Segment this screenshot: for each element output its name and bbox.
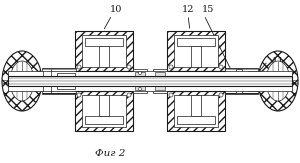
Circle shape bbox=[169, 65, 173, 69]
Bar bbox=[85, 38, 123, 46]
Bar bbox=[167, 91, 225, 131]
Bar bbox=[177, 116, 215, 124]
Bar bbox=[8, 71, 292, 76]
Ellipse shape bbox=[2, 51, 42, 111]
Bar bbox=[99, 46, 109, 67]
Bar bbox=[174, 35, 218, 67]
Bar bbox=[225, 86, 258, 94]
Bar bbox=[82, 35, 126, 67]
Text: 12: 12 bbox=[182, 5, 194, 14]
Bar bbox=[133, 69, 147, 93]
Bar bbox=[42, 68, 76, 76]
Text: 10: 10 bbox=[110, 5, 122, 14]
Bar bbox=[75, 91, 133, 131]
Bar bbox=[191, 95, 201, 116]
Bar bbox=[177, 38, 215, 46]
Text: Фиг 2: Фиг 2 bbox=[95, 149, 125, 158]
Circle shape bbox=[77, 93, 81, 97]
Circle shape bbox=[127, 65, 131, 69]
Ellipse shape bbox=[10, 61, 34, 101]
Bar bbox=[155, 72, 165, 90]
Bar bbox=[8, 86, 292, 91]
Bar bbox=[153, 69, 167, 93]
Circle shape bbox=[139, 72, 142, 74]
Text: 15: 15 bbox=[202, 5, 214, 14]
Bar bbox=[85, 116, 123, 124]
Bar bbox=[8, 76, 292, 86]
Circle shape bbox=[219, 93, 223, 97]
Bar bbox=[242, 75, 248, 87]
Bar bbox=[8, 76, 292, 86]
Ellipse shape bbox=[266, 61, 290, 101]
Bar bbox=[167, 31, 225, 71]
Bar bbox=[57, 73, 75, 89]
Bar bbox=[43, 78, 51, 84]
Bar bbox=[42, 86, 76, 94]
Text: 11: 11 bbox=[272, 57, 284, 66]
Bar bbox=[135, 72, 145, 90]
Bar bbox=[99, 95, 109, 116]
Bar bbox=[174, 95, 218, 127]
Circle shape bbox=[77, 65, 81, 69]
Circle shape bbox=[219, 65, 223, 69]
Bar bbox=[75, 31, 133, 71]
Bar bbox=[228, 73, 236, 89]
Bar bbox=[236, 69, 242, 93]
Ellipse shape bbox=[258, 51, 298, 111]
Circle shape bbox=[127, 93, 131, 97]
Bar bbox=[51, 76, 57, 86]
Bar bbox=[225, 68, 258, 76]
Circle shape bbox=[139, 88, 142, 90]
Bar bbox=[248, 71, 258, 91]
Bar bbox=[191, 46, 201, 67]
Circle shape bbox=[169, 93, 173, 97]
Bar bbox=[82, 95, 126, 127]
